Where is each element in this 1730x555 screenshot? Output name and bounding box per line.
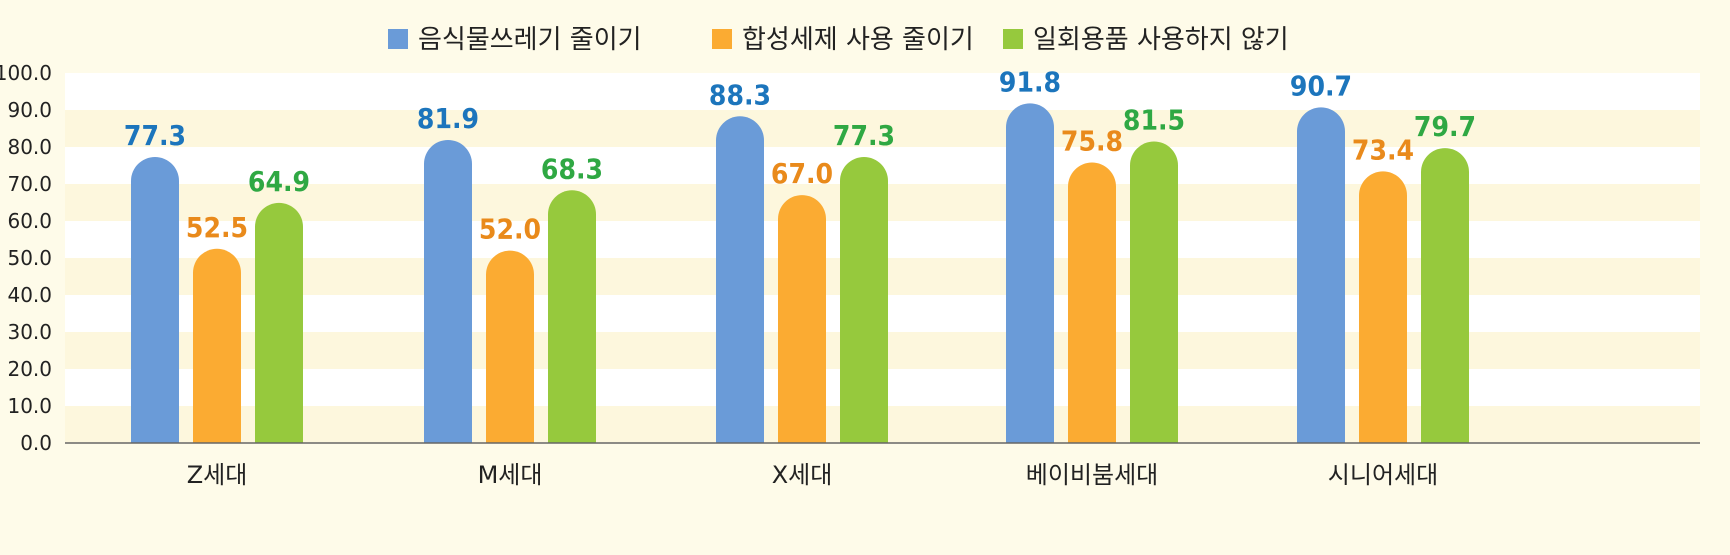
y-tick-label: 90.0 bbox=[7, 98, 52, 122]
legend-swatch bbox=[388, 29, 408, 49]
y-tick-label: 0.0 bbox=[20, 431, 52, 455]
bar-value-label: 52.5 bbox=[186, 211, 248, 244]
x-axis: Z세대 M세대 X세대 베이비붐세대 시니어세대 bbox=[65, 442, 1700, 489]
bar-value-label: 73.4 bbox=[1352, 133, 1414, 166]
y-tick-label: 60.0 bbox=[7, 209, 52, 233]
legend-label: 합성세제 사용 줄이기 bbox=[742, 25, 974, 55]
bar bbox=[716, 116, 764, 444]
bar-value-label: 79.7 bbox=[1414, 110, 1476, 143]
bar bbox=[778, 195, 826, 443]
bar-value-label: 77.3 bbox=[833, 119, 895, 152]
bar bbox=[486, 250, 534, 443]
bar bbox=[193, 248, 241, 443]
bar-value-label: 81.5 bbox=[1123, 103, 1185, 136]
bar-value-label: 52.0 bbox=[479, 213, 541, 246]
bar-value-label: 90.7 bbox=[1290, 69, 1352, 102]
bar bbox=[1006, 103, 1054, 443]
chart-legend: 음식물쓰레기 줄이기 합성세제 사용 줄이기 일회용품 사용하지 않기 bbox=[388, 25, 1289, 55]
bar bbox=[1068, 162, 1116, 443]
y-axis: 0.0 10.0 20.0 30.0 40.0 50.0 60.0 70.0 80.0 90.0 1… bbox=[0, 61, 52, 455]
bar-value-label: 68.3 bbox=[541, 152, 603, 185]
bar-value-label: 81.9 bbox=[417, 102, 479, 135]
bar-series-group bbox=[131, 103, 1469, 444]
y-tick-label: 10.0 bbox=[7, 394, 52, 418]
bar bbox=[255, 202, 303, 443]
grid-band bbox=[65, 73, 1700, 110]
y-tick-label: 50.0 bbox=[7, 246, 52, 270]
bar bbox=[424, 139, 472, 443]
x-category-label: 베이비붐세대 bbox=[1026, 461, 1158, 489]
x-category-label: 시니어세대 bbox=[1328, 461, 1438, 489]
bar bbox=[1359, 171, 1407, 444]
bar bbox=[548, 190, 596, 443]
bar-value-label: 91.8 bbox=[999, 65, 1061, 98]
bar bbox=[840, 156, 888, 444]
y-tick-label: 70.0 bbox=[7, 172, 52, 196]
y-tick-label: 80.0 bbox=[7, 135, 52, 159]
legend-item: 일회용품 사용하지 않기 bbox=[1003, 25, 1289, 55]
bar-value-label: 67.0 bbox=[771, 157, 833, 190]
legend-item: 합성세제 사용 줄이기 bbox=[712, 25, 974, 55]
y-tick-label: 30.0 bbox=[7, 320, 52, 344]
bar bbox=[1130, 141, 1178, 443]
y-tick-label: 40.0 bbox=[7, 283, 52, 307]
bar-value-label: 88.3 bbox=[709, 78, 771, 111]
legend-item: 음식물쓰레기 줄이기 bbox=[388, 25, 642, 55]
y-tick-label: 100.0 bbox=[0, 61, 52, 85]
bar bbox=[1297, 107, 1345, 444]
bar-value-label: 75.8 bbox=[1061, 125, 1123, 158]
legend-swatch bbox=[1003, 29, 1023, 49]
x-category-label: Z세대 bbox=[187, 461, 248, 489]
x-category-label: M세대 bbox=[478, 461, 543, 489]
legend-label: 음식물쓰레기 줄이기 bbox=[418, 25, 642, 55]
legend-label: 일회용품 사용하지 않기 bbox=[1033, 25, 1289, 55]
bar-value-label: 64.9 bbox=[248, 165, 310, 198]
bar-value-label: 77.3 bbox=[124, 119, 186, 152]
bar bbox=[131, 156, 179, 444]
bar bbox=[1421, 148, 1469, 443]
value-labels-group: 77.352.564.981.952.068.388.367.077.391.8… bbox=[124, 65, 1476, 245]
grid-band bbox=[65, 110, 1700, 147]
x-category-label: X세대 bbox=[772, 461, 833, 489]
y-tick-label: 20.0 bbox=[7, 357, 52, 381]
legend-swatch bbox=[712, 29, 732, 49]
